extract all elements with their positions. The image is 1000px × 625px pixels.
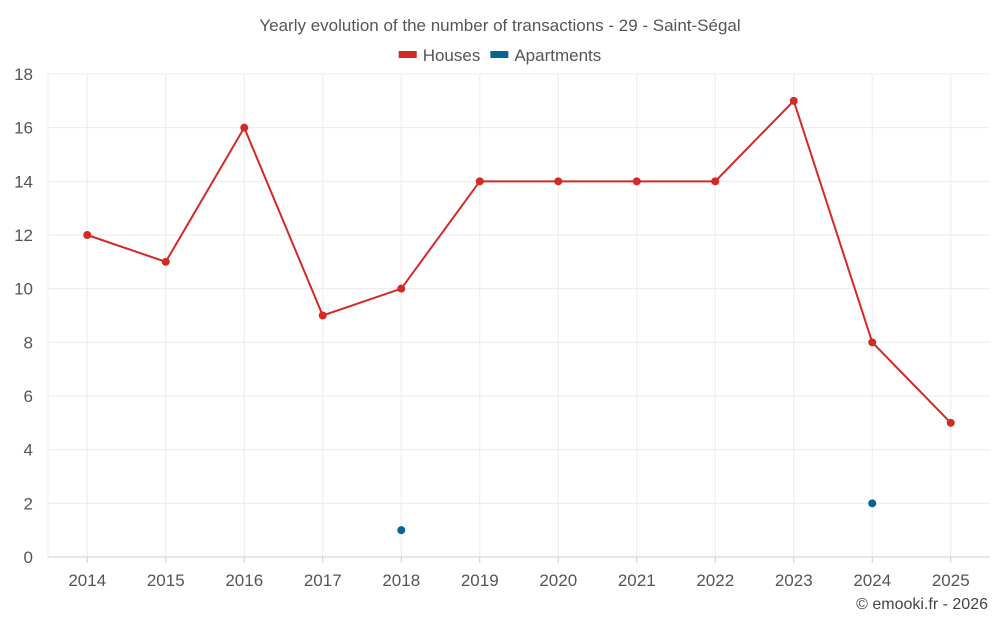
data-point[interactable] <box>318 311 327 320</box>
x-tick-label: 2014 <box>68 571 106 590</box>
x-tick-label: 2024 <box>853 571 891 590</box>
legend-swatch <box>490 51 509 58</box>
data-point[interactable] <box>868 338 877 347</box>
y-tick-label: 14 <box>14 172 33 191</box>
data-point[interactable] <box>397 284 406 293</box>
legend[interactable]: Houses Apartments <box>398 46 602 65</box>
y-tick-label: 12 <box>14 226 33 245</box>
legend-swatch <box>398 51 417 58</box>
axes: 0 2 4 6 8 10 12 14 16 18 2014 2015 2016 2017 2018 2019 2… <box>14 65 990 590</box>
data-point[interactable] <box>789 96 798 105</box>
x-tick-label: 2016 <box>225 571 263 590</box>
x-tick-label: 2018 <box>382 571 420 590</box>
data-point[interactable] <box>711 177 720 186</box>
y-tick-label: 8 <box>24 333 33 352</box>
data-point[interactable] <box>632 177 641 186</box>
y-tick-label: 10 <box>14 280 33 299</box>
chart-title: Yearly evolution of the number of transa… <box>259 16 740 35</box>
data-point[interactable] <box>868 499 877 508</box>
legend-label: Houses <box>423 46 481 65</box>
legend-label: Apartments <box>514 46 601 65</box>
data-point[interactable] <box>475 177 484 186</box>
y-tick-label: 6 <box>24 387 33 406</box>
y-tick-label: 4 <box>24 441 33 460</box>
x-tick-label: 2015 <box>147 571 185 590</box>
data-point[interactable] <box>240 123 249 132</box>
x-tick-label: 2022 <box>696 571 734 590</box>
x-tick-label: 2019 <box>461 571 499 590</box>
legend-item-houses[interactable]: Houses <box>398 46 481 65</box>
x-tick-label: 2025 <box>932 571 970 590</box>
y-tick-label: 18 <box>14 65 33 84</box>
x-tick-label: 2023 <box>775 571 813 590</box>
series-houses <box>83 96 955 427</box>
y-tick-label: 2 <box>24 494 33 513</box>
legend-item-apartments[interactable]: Apartments <box>490 46 601 65</box>
x-tick-label: 2017 <box>304 571 342 590</box>
data-point[interactable] <box>397 526 406 535</box>
y-tick-label: 16 <box>14 119 33 138</box>
y-tick-label: 0 <box>24 548 33 567</box>
data-point[interactable] <box>946 418 955 427</box>
data-point[interactable] <box>554 177 563 186</box>
x-tick-label: 2020 <box>539 571 577 590</box>
credit-text: © emooki.fr - 2026 <box>856 596 988 613</box>
grid <box>47 73 990 557</box>
x-tick-label: 2021 <box>618 571 656 590</box>
data-point[interactable] <box>161 257 170 266</box>
series <box>83 96 955 535</box>
data-point[interactable] <box>83 231 92 239</box>
series-line <box>86 98 952 424</box>
series-apartments <box>397 499 877 535</box>
